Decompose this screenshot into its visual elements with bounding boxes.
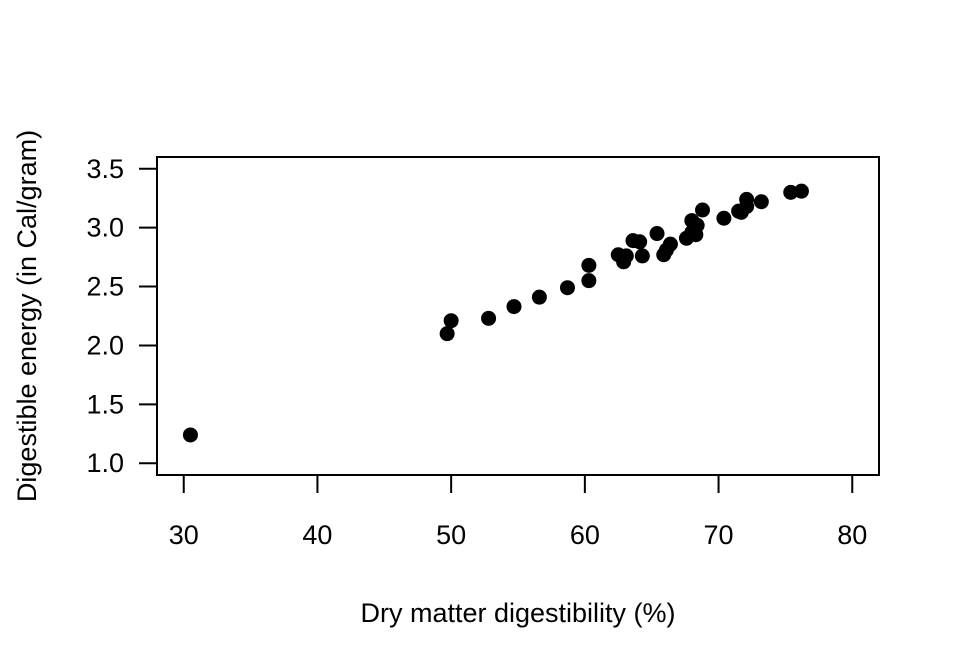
data-point [649,226,665,242]
y-tick-label: 2.0 [86,330,124,360]
data-point [531,289,547,305]
x-tick-label: 60 [570,520,600,550]
y-tick-label: 2.5 [86,272,124,302]
y-axis-title: Digestible energy (in Cal/gram) [12,130,42,502]
data-points [182,183,809,443]
data-point [793,183,809,199]
data-point [739,191,755,207]
data-point [689,217,705,233]
data-point [581,273,597,289]
x-tick-label: 80 [837,520,867,550]
y-axis: 1.0 1.5 2.0 2.5 3.0 3.5 [86,154,158,478]
data-point [481,310,497,326]
data-point [695,202,711,218]
data-point [662,236,678,252]
x-axis: 30 40 50 60 70 80 [169,474,867,550]
y-tick-label: 1.5 [86,389,124,419]
data-point [753,194,769,210]
x-tick-label: 70 [704,520,734,550]
data-point [443,313,459,329]
x-axis-title: Dry matter digestibility (%) [360,598,675,628]
x-tick-label: 30 [169,520,199,550]
y-tick-label: 1.0 [86,448,124,478]
data-point [634,248,650,264]
data-point [182,427,198,443]
data-point [716,210,732,226]
data-point [632,234,648,250]
data-point [506,299,522,315]
y-tick-label: 3.5 [86,154,124,184]
x-tick-label: 40 [302,520,332,550]
data-point [618,248,634,264]
y-tick-label: 3.0 [86,213,124,243]
plot-frame [156,156,880,476]
data-point [439,326,455,342]
x-tick-label: 50 [436,520,466,550]
data-point [581,257,597,273]
data-point [559,280,575,296]
